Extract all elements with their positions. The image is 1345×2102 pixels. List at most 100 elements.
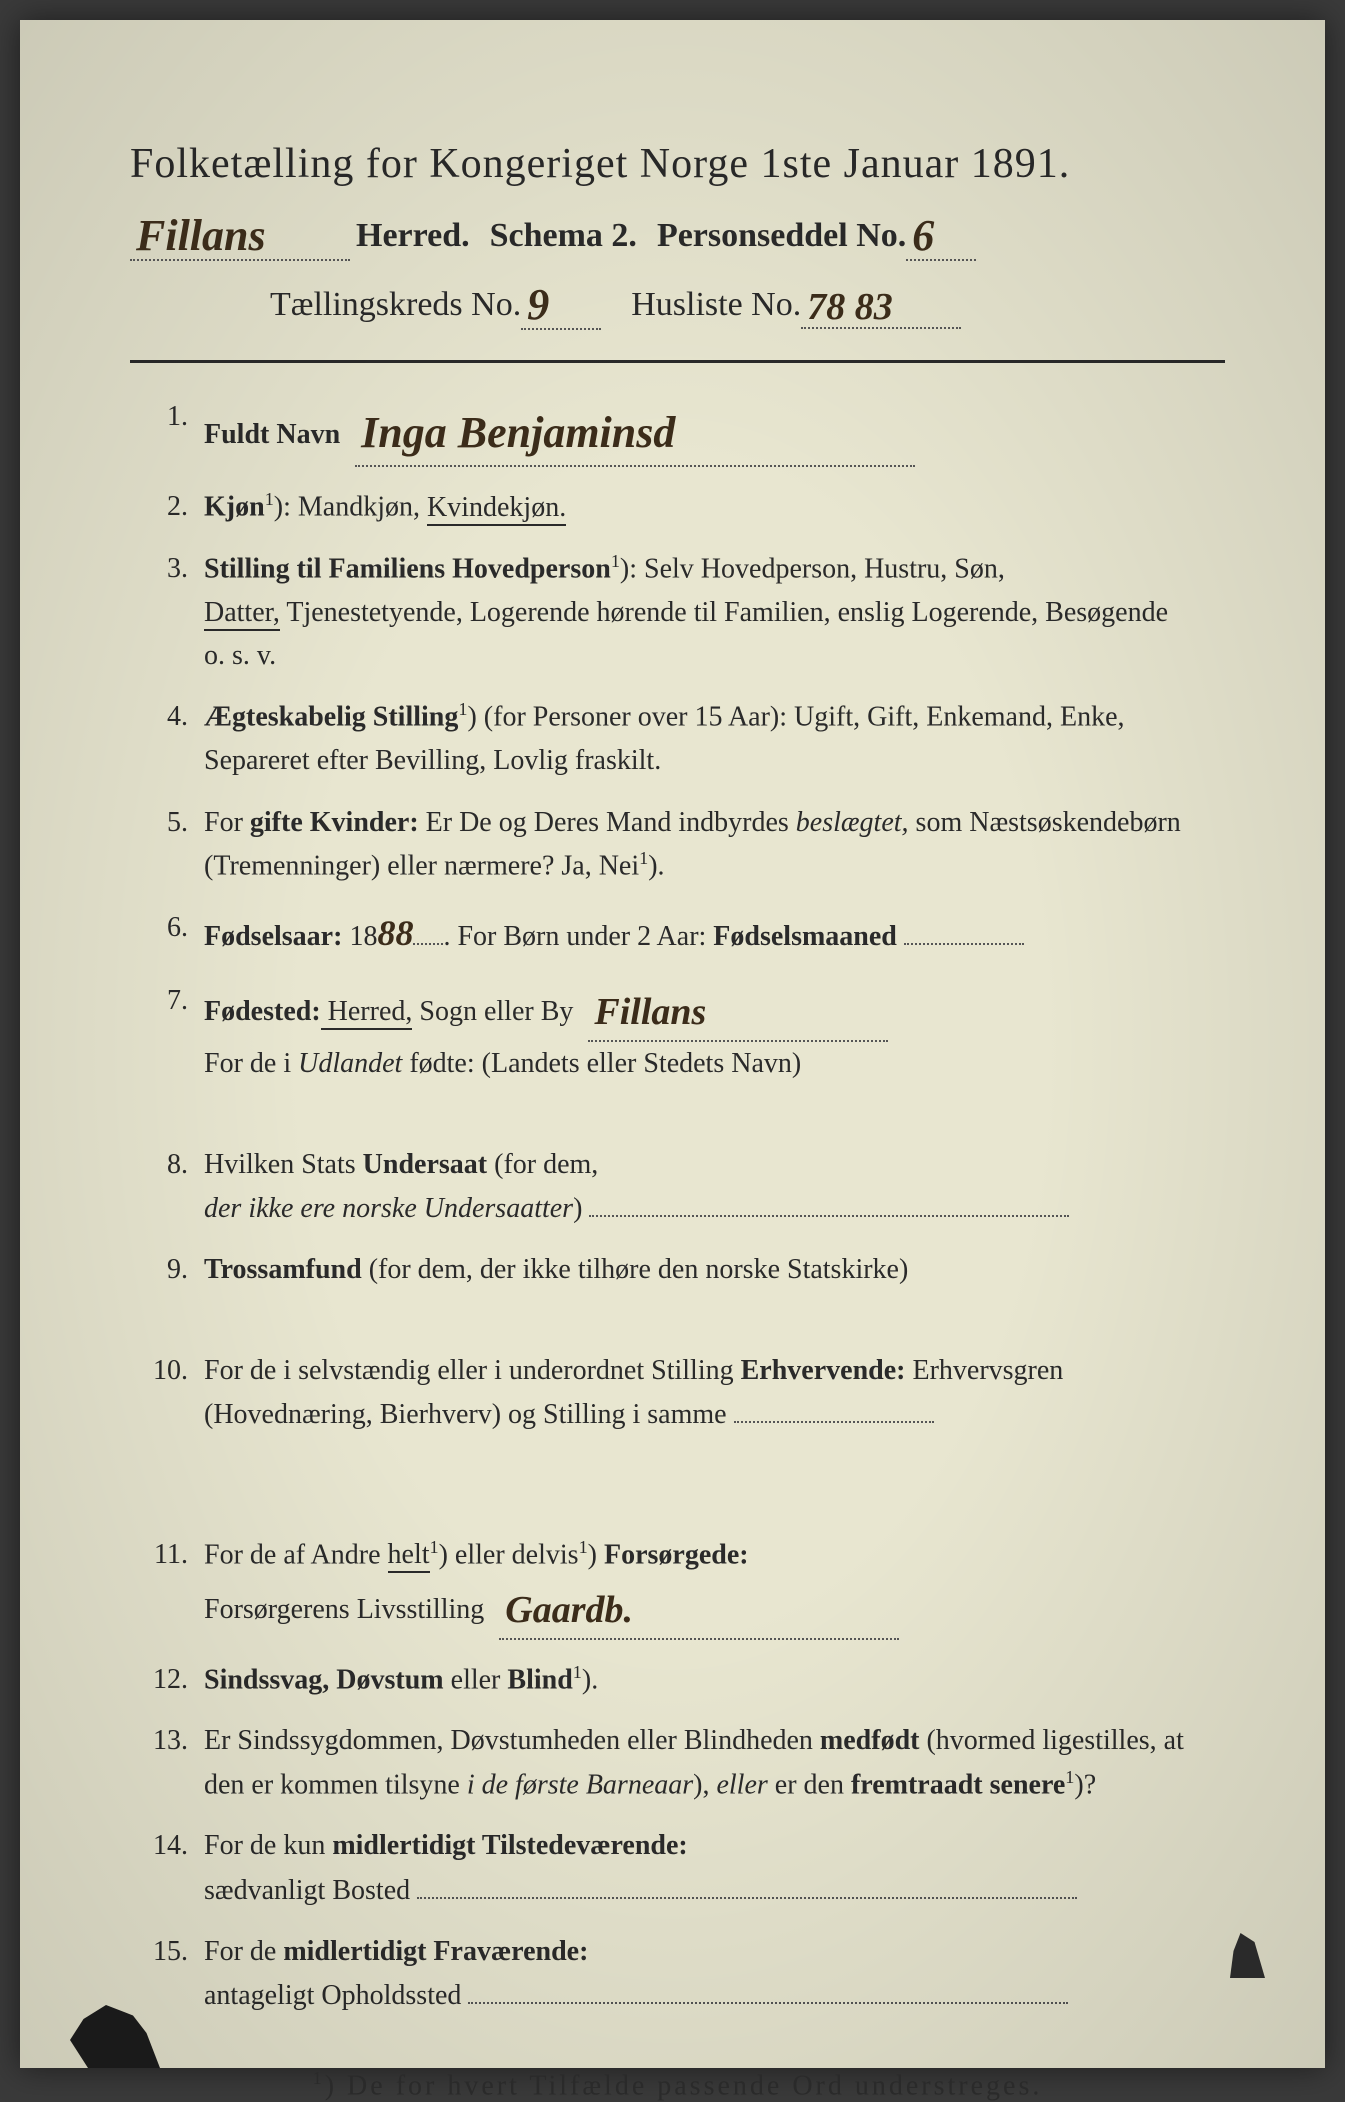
header-line-2: Fillans Herred. Schema 2. Personseddel N… <box>130 206 1225 261</box>
field-1: 1. Fuldt Navn Inga Benjaminsd <box>140 395 1225 467</box>
rest2: ) <box>588 1539 604 1570</box>
form-title: Folketælling for Kongeriget Norge 1ste J… <box>130 140 1225 188</box>
rest: eller <box>444 1664 508 1695</box>
field-num: 12. <box>140 1658 204 1701</box>
field-6: 6. Fødselsaar: 1888. For Børn under 2 Aa… <box>140 906 1225 962</box>
cont2: ) <box>573 1193 582 1224</box>
husliste-label: Husliste No. <box>631 286 801 324</box>
field-num: 6. <box>140 906 204 949</box>
supporter-hw: Gaardb. <box>505 1589 633 1631</box>
field-2: 2. Kjøn1): Mandkjøn, Kvindekjøn. <box>140 485 1225 529</box>
herred-label: Herred. <box>356 217 470 255</box>
field-3: 3. Stilling til Familiens Hovedperson1):… <box>140 547 1225 678</box>
italic: Udlandet <box>298 1048 402 1079</box>
field-label: medfødt <box>820 1725 920 1756</box>
field-label: Erhvervende: <box>741 1355 906 1386</box>
rest: (for dem, der ikke tilhøre den norske St… <box>362 1254 909 1285</box>
tkreds-field: 9 <box>521 275 601 330</box>
footnote-text: ) De for hvert Tilfælde passende Ord und… <box>325 2070 1043 2101</box>
herred-field: Fillans <box>130 206 350 261</box>
label2: Fødselsmaaned <box>713 921 897 952</box>
personseddel-hw: 6 <box>912 211 934 260</box>
dotted-line <box>204 1437 1225 1476</box>
pre-hw: 18 <box>342 921 377 952</box>
field-body: For gifte Kvinder: Er De og Deres Mand i… <box>204 801 1225 888</box>
field-num: 4. <box>140 695 204 738</box>
field-body: Sindssvag, Døvstum eller Blind1). <box>204 1658 1225 1702</box>
field-label: Undersaat <box>363 1149 487 1180</box>
sup: 1 <box>611 551 620 571</box>
label2: fremtraadt senere <box>851 1769 1065 1800</box>
field-body: For de midlertidigt Fraværende: antageli… <box>204 1930 1225 2018</box>
field-num: 5. <box>140 801 204 844</box>
rest: Sogn eller By <box>412 996 573 1027</box>
sup: 1 <box>639 848 648 868</box>
field-label: Forsørgede: <box>604 1539 749 1570</box>
underlined: Kvindekjøn. <box>427 492 566 526</box>
field-num: 10. <box>140 1349 204 1392</box>
supporter-field: Gaardb. <box>499 1577 899 1640</box>
field-label: Ægteskabelig Stilling <box>204 702 458 733</box>
rest: . For Børn under 2 Aar: <box>443 921 713 952</box>
field-label: Stilling til Familiens Hovedperson <box>204 553 611 584</box>
rest: Er De og Deres Mand indbyrdes <box>419 807 796 838</box>
personseddel-label: Personseddel No. <box>657 217 906 255</box>
cont2: fødte: (Landets eller Stedets Navn) <box>402 1048 801 1079</box>
field-body: Trossamfund (for dem, der ikke tilhøre d… <box>204 1248 1225 1331</box>
field-body: Stilling til Familiens Hovedperson1): Se… <box>204 547 1225 678</box>
schema-label: Schema 2. <box>490 217 637 255</box>
pre: For <box>204 807 250 838</box>
census-form-page: Folketælling for Kongeriget Norge 1ste J… <box>20 20 1325 2068</box>
field-15: 15. For de midlertidigt Fraværende: anta… <box>140 1930 1225 2018</box>
personseddel-field: 6 <box>906 206 976 261</box>
herred-handwritten: Fillans <box>136 211 266 260</box>
field-body: Fødested: Herred, Sogn eller By Fillans … <box>204 979 1225 1124</box>
name-hw: Inga Benjaminsd <box>361 408 675 457</box>
cont: Tjenestetyende, Logerende hørende til Fa… <box>280 597 1168 628</box>
rest: ): Selv Hovedperson, Hustru, Søn, <box>620 553 1005 584</box>
dotted <box>468 1973 1068 2004</box>
underlined: Herred, <box>321 996 413 1030</box>
rest2: ). <box>582 1664 598 1695</box>
field-num: 3. <box>140 547 204 590</box>
field-label: Fødselsaar: <box>204 921 342 952</box>
footnote: 1) De for hvert Tilfælde passende Ord un… <box>130 2068 1225 2102</box>
page-damage-bottom-right <box>1230 1933 1265 1978</box>
field-label: Trossamfund <box>204 1254 362 1285</box>
field-body: Kjøn1): Mandkjøn, Kvindekjøn. <box>204 485 1225 529</box>
rest: ): Mandkjøn, <box>274 492 427 523</box>
name-field: Inga Benjaminsd <box>355 395 915 467</box>
cont2: o. s. v. <box>204 640 276 671</box>
field-num: 8. <box>140 1143 204 1186</box>
field-label: Kjøn <box>204 492 265 523</box>
field-body: For de i selvstændig eller i underordnet… <box>204 1349 1225 1515</box>
dotted-line <box>204 1086 1225 1125</box>
birthplace-field: Fillans <box>588 979 888 1042</box>
pre: For de af Andre <box>204 1539 388 1570</box>
sup: 1 <box>573 1662 582 1682</box>
field-7: 7. Fødested: Herred, Sogn eller By Filla… <box>140 979 1225 1124</box>
dotted-line <box>204 1292 1225 1331</box>
husliste-hw: 78 83 <box>807 286 893 328</box>
field-12: 12. Sindssvag, Døvstum eller Blind1). <box>140 1658 1225 1702</box>
field-5: 5. For gifte Kvinder: Er De og Deres Man… <box>140 801 1225 888</box>
field-num: 7. <box>140 979 204 1022</box>
italic: beslægtet, <box>796 807 909 838</box>
field-body: Fødselsaar: 1888. For Børn under 2 Aar: … <box>204 906 1225 962</box>
cont: sædvanligt Bosted <box>204 1875 410 1906</box>
underlined: Datter, <box>204 597 280 631</box>
pre: For de i selvstændig eller i underordnet… <box>204 1355 741 1386</box>
italic: i de første Barneaar <box>467 1769 693 1800</box>
husliste-field: 78 83 <box>801 281 961 329</box>
field-num: 15. <box>140 1930 204 1973</box>
italic2: eller <box>716 1769 767 1800</box>
dotted <box>417 1868 1077 1899</box>
header-divider <box>130 360 1225 363</box>
field-label: Sindssvag, Døvstum <box>204 1664 444 1695</box>
tkreds-label: Tællingskreds No. <box>270 286 521 324</box>
cont: antageligt Opholdssted <box>204 1980 461 2011</box>
pre: For de kun <box>204 1830 332 1861</box>
field-4: 4. Ægteskabelig Stilling1) (for Personer… <box>140 695 1225 782</box>
field-label: Fødested: <box>204 996 321 1027</box>
dotted-line <box>204 1476 1225 1515</box>
